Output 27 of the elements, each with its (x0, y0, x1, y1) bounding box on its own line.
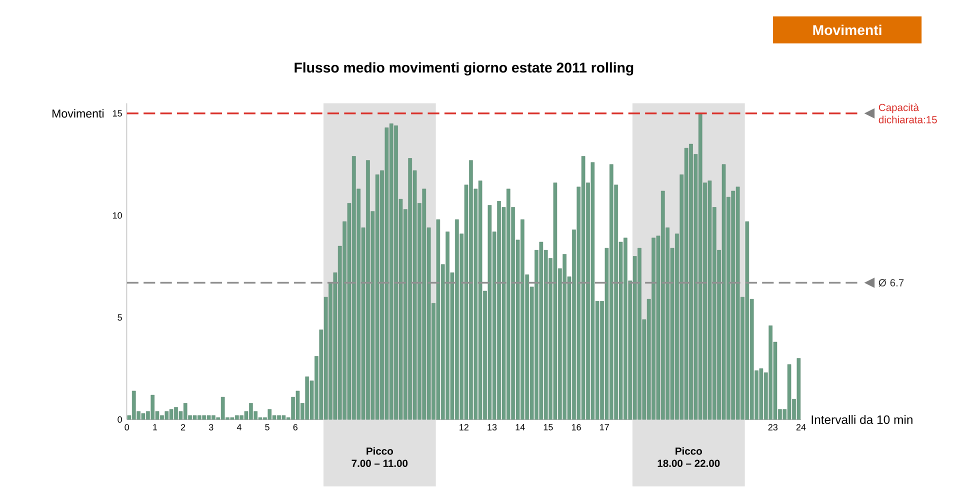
x-tick-label: 4 (236, 424, 242, 430)
x-tick-label: 13 (488, 424, 497, 430)
y-tick-label: 15 (112, 110, 122, 117)
y-tick-label: 5 (118, 314, 122, 321)
y-tick-label: 0 (118, 416, 122, 423)
ref-line-label: Capacità dichiarata:15 (878, 103, 937, 124)
x-tick-label: 3 (208, 424, 214, 430)
x-tick-label: 5 (265, 424, 270, 430)
x-tick-label: 14 (516, 424, 525, 430)
x-axis-title: Intervalli da 10 min (812, 415, 912, 424)
band-label: Picco 7.00 – 11.00 (352, 447, 408, 467)
x-tick-label: 17 (600, 424, 609, 430)
x-tick-label: 16 (572, 424, 581, 430)
x-tick-label: 12 (460, 424, 468, 430)
x-tick-label: 23 (768, 424, 778, 430)
x-tick-label: 15 (544, 424, 553, 430)
text: Movimenti (813, 24, 882, 36)
x-tick-label: 6 (293, 424, 298, 430)
band-label: Picco 18.00 – 22.00 (658, 447, 720, 467)
ref-line-label: Ø 6.7 (878, 278, 904, 287)
x-tick-label: 2 (180, 424, 186, 430)
x-tick-label: 24 (796, 424, 806, 430)
y-axis-title: Movimenti (52, 109, 104, 118)
x-tick-label: 0 (124, 424, 130, 430)
chart-title: Flusso medio movimenti giorno estate 2011 rolling (294, 62, 634, 76)
x-tick-label: 1 (153, 424, 157, 430)
y-tick-label: 10 (112, 212, 122, 219)
